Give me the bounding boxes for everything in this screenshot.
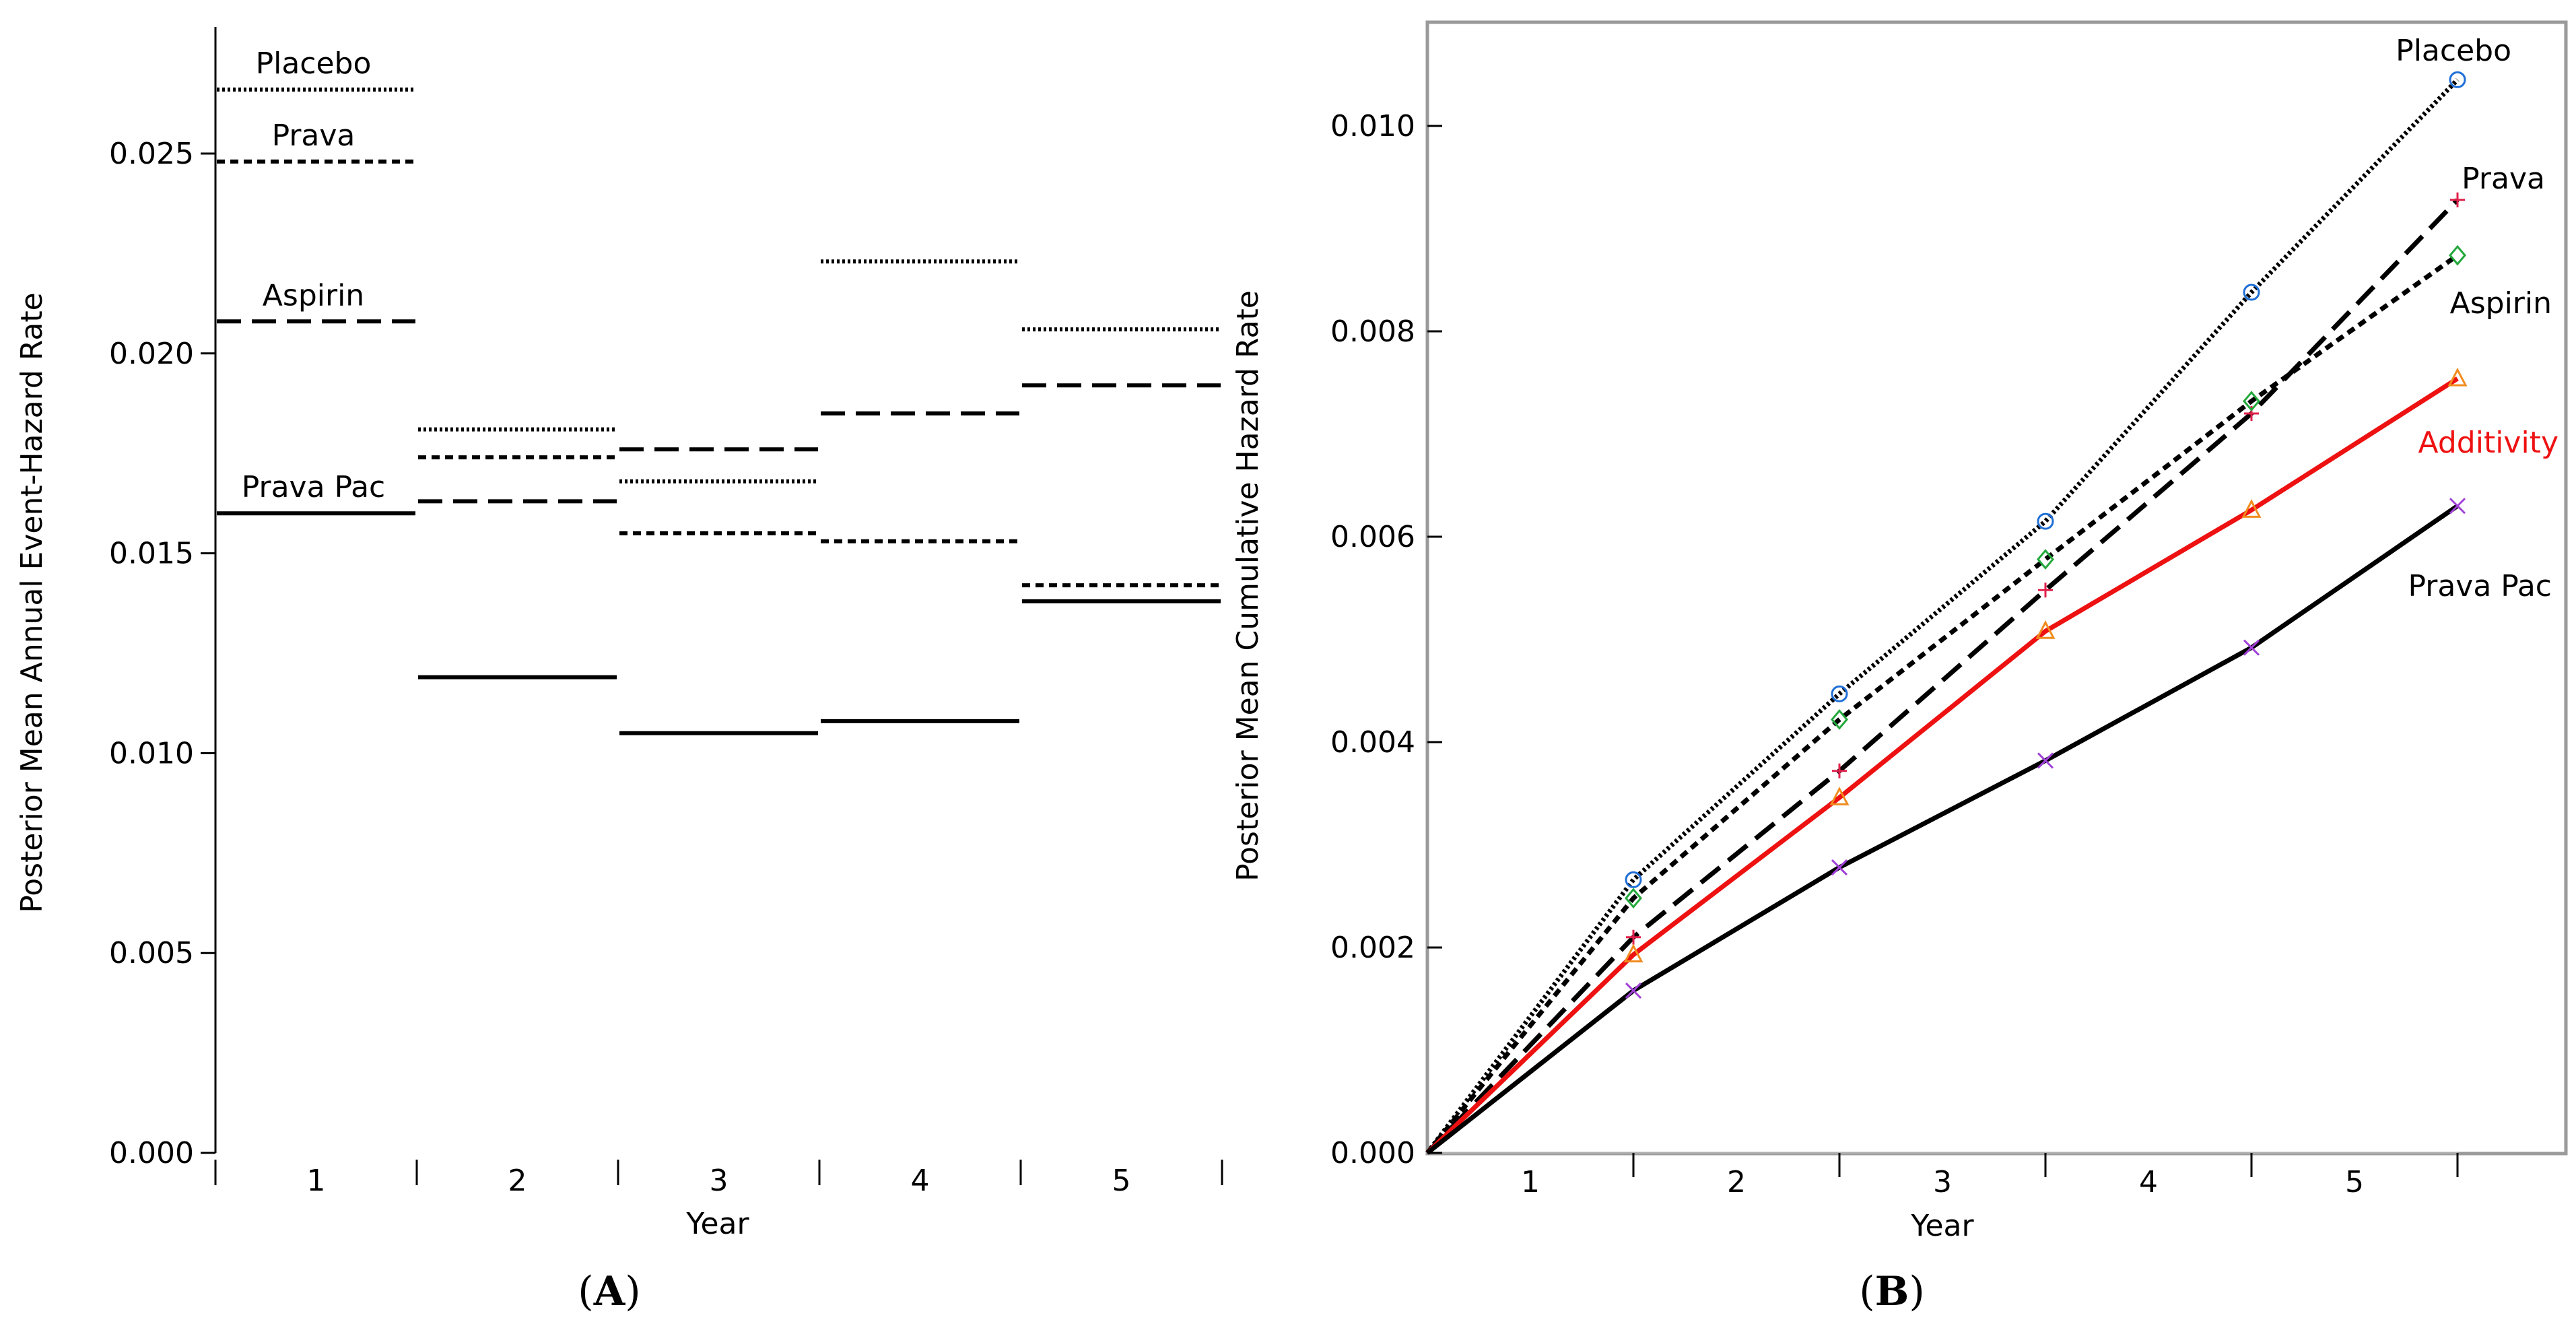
panel-b-ytick-label: 0.004 (1330, 725, 1415, 760)
panel-a-xtick-label: 4 (911, 1164, 930, 1198)
panel-b-marker-additivity (1829, 787, 1850, 805)
panel-a-tag: (A) (578, 1268, 640, 1315)
panel-b-xtick-label: 4 (2139, 1165, 2158, 1199)
panel-b-xtick-label: 1 (1521, 1165, 1540, 1199)
panel-a-xtick-label: 3 (710, 1164, 728, 1198)
panel-a-series-label: Prava (272, 119, 355, 153)
panel-b-marker-prava-pac (1831, 859, 1848, 876)
panel-b-marker-placebo (1831, 685, 1848, 702)
panel-b-ylabel: Posterior Mean Cumulative Hazard Rate (1231, 290, 1265, 882)
panel-a-xtick-label: 1 (307, 1164, 326, 1198)
panel-a-xtick-label: 2 (508, 1164, 527, 1198)
panel-a-labels: Placebo Prava Aspirin Prava Pac (242, 46, 386, 504)
panel-a: 0.000 0.005 0.010 0.015 0.020 0.025 1 2 3 4 5 Plac… (15, 27, 1223, 1315)
panel-b-frame (1425, 20, 2568, 1156)
panel-b-series-label: Prava Pac (2408, 569, 2552, 603)
panel-b-marker-additivity (2447, 367, 2468, 387)
panel-b-marker-placebo (1625, 871, 1642, 888)
panel-b-marker-prava (1832, 763, 1847, 778)
panel-b-marker-prava-pac (2243, 639, 2260, 656)
panel-b-ytick-label: 0.002 (1330, 931, 1415, 965)
panel-b-line-placebo (1425, 77, 2460, 1155)
panel-b-marker-prava-pac (2037, 752, 2054, 769)
panel-b-marker-aspirin (2037, 549, 2054, 570)
panel-b-xtick-label: 5 (2345, 1165, 2364, 1199)
panel-b-marker-prava-pac (2449, 498, 2466, 514)
panel-a-ytick-label: 0.015 (109, 537, 194, 571)
panel-b-ytick-label: 0.006 (1330, 520, 1415, 554)
panel-b-line-prava-pac (1425, 504, 2459, 1155)
panel-a-axes: 0.000 0.005 0.010 0.015 0.020 0.025 1 2 3 4 5 (109, 27, 1223, 1198)
panel-a-series-label: Prava Pac (242, 470, 386, 504)
panel-b-marker-aspirin (1831, 709, 1848, 730)
panel-b-marker-prava (2450, 192, 2465, 207)
panel-a-series (217, 88, 1221, 735)
panel-b-series (1425, 77, 2460, 1155)
panel-b-close-paren: ) (1909, 1268, 1924, 1315)
panel-b-line-additivity (1425, 376, 2459, 1155)
panel-b-line-aspirin (1425, 253, 2460, 1155)
panel-b-series-label: Placebo (2396, 34, 2511, 68)
panel-b-marker-placebo (2243, 284, 2260, 301)
panel-b-axes: 0.000 0.002 0.004 0.006 0.008 0.010 1 2 3 4 5 (1330, 109, 2459, 1199)
panel-a-open-paren: ( (578, 1268, 593, 1315)
panel-a-series-label: Placebo (256, 46, 372, 81)
panel-b-marker-additivity (2241, 499, 2262, 518)
panel-b-tag: (B) (1859, 1268, 1925, 1315)
panel-b: 0.000 0.002 0.004 0.006 0.008 0.010 1 2 3 4 5 Plac… (1231, 20, 2568, 1315)
panel-b-ytick-label: 0.000 (1330, 1136, 1415, 1170)
panel-b-marker-placebo (2037, 512, 2054, 530)
panel-a-ylabel: Posterior Mean Annual Event-Hazard Rate (15, 292, 49, 912)
panel-a-ytick-label: 0.000 (109, 1136, 194, 1170)
panel-b-series-label: Additivity (2418, 426, 2558, 460)
panel-a-xtick-label: 5 (1112, 1164, 1131, 1198)
panel-a-letter: A (593, 1268, 626, 1315)
panel-a-close-paren: ) (625, 1268, 640, 1315)
panel-b-ytick-label: 0.008 (1330, 314, 1415, 349)
panel-b-marker-additivity (1623, 943, 1643, 963)
panel-b-xtick-label: 3 (1933, 1165, 1952, 1199)
panel-b-series-label: Aspirin (2450, 286, 2552, 321)
panel-b-letter: B (1875, 1268, 1909, 1315)
panel-a-ytick-label: 0.010 (109, 736, 194, 770)
panel-b-marker-aspirin (2449, 244, 2466, 266)
panel-b-ytick-label: 0.010 (1330, 109, 1415, 143)
panel-a-ytick-label: 0.005 (109, 936, 194, 970)
panel-b-series-label: Prava (2462, 162, 2545, 196)
panel-b-xlabel: Year (1910, 1209, 1974, 1243)
panel-a-ytick-label: 0.025 (109, 137, 194, 171)
panel-b-marker-prava-pac (1625, 982, 1642, 999)
panel-b-markers (1623, 71, 2468, 999)
panel-a-ytick-label: 0.020 (109, 337, 194, 371)
panel-a-series-label: Aspirin (263, 278, 364, 312)
panel-b-marker-aspirin (2243, 391, 2260, 412)
panel-b-line-prava (1425, 198, 2460, 1155)
panel-a-xlabel: Year (685, 1207, 749, 1241)
panel-b-open-paren: ( (1859, 1268, 1874, 1315)
panel-b-marker-prava (2038, 583, 2053, 598)
panel-b-marker-prava (1626, 929, 1641, 945)
panel-b-marker-aspirin (1625, 888, 1642, 909)
panel-b-labels: Placebo Prava Aspirin Additivity Prava Pac (2396, 34, 2558, 603)
panel-b-xtick-label: 2 (1727, 1165, 1746, 1199)
panel-b-marker-additivity (2035, 620, 2056, 639)
panel-b-marker-placebo (2449, 71, 2466, 88)
